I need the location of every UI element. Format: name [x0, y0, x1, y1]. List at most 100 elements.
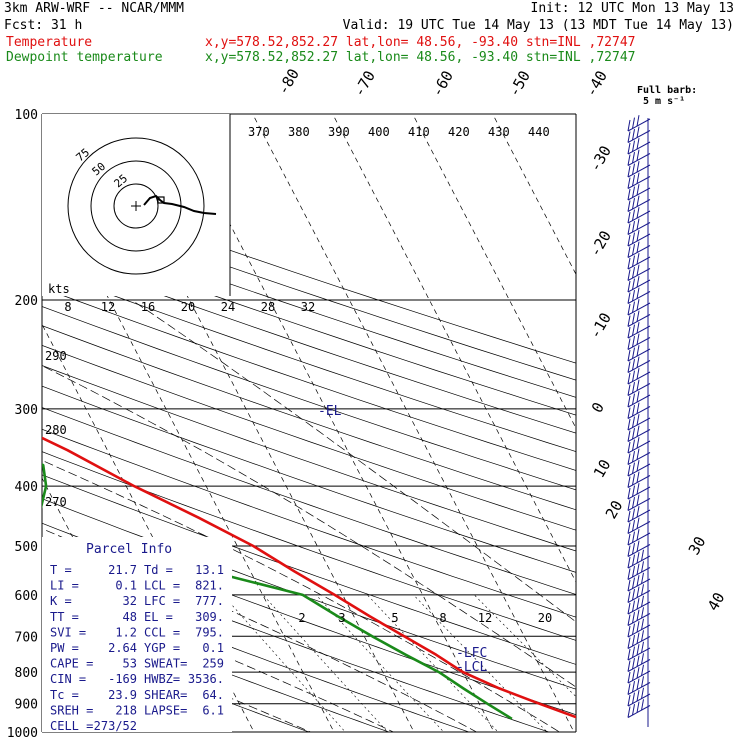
parcel-row-value: 273/52 [94, 719, 137, 733]
mixing-ratio-tick-label: 20 [181, 300, 195, 314]
parcel-row-label: SVI = [50, 625, 86, 639]
dry-adiabat-line [42, 344, 576, 531]
wind-barb [627, 572, 651, 592]
dry-adiabat-line [42, 183, 576, 364]
pressure-tick-label: 300 [15, 403, 38, 418]
wind-barb [627, 494, 651, 511]
parcel-row-label: LCL = [144, 579, 180, 593]
isotherm-tick-label: -70 [350, 68, 379, 100]
parcel-row-value: 64. [202, 688, 224, 702]
wind-barb [627, 437, 651, 454]
dry-adiabat-line [42, 428, 576, 618]
pressure-tick-label: 400 [15, 480, 38, 495]
parcel-row-label: LFC = [144, 594, 180, 608]
mixing-ratio-tick-label: 2 [298, 611, 305, 625]
wind-barb [627, 549, 651, 569]
profiles [42, 436, 576, 720]
isotherm-line [492, 114, 576, 276]
wind-barb [627, 540, 651, 557]
wind-barb [627, 287, 651, 304]
dewpoint-profile-line [42, 463, 513, 720]
dry-adiabat-line [42, 216, 576, 398]
hodograph-units-label: kts [48, 282, 70, 296]
init-time: Init: 12 UTC Mon 13 May 13 [530, 1, 735, 16]
mixing-ratio-line [262, 594, 389, 732]
theta-tick-label: 290 [45, 349, 67, 363]
isotherm-tick-label: -10 [586, 310, 615, 342]
parcel-row-value: 6.1 [202, 703, 224, 717]
mixing-ratio-tick-label: 32 [301, 300, 315, 314]
forecast-hour: Fcst: 31 h [4, 18, 83, 33]
theta-e-tick-label: 370 [248, 125, 270, 139]
isotherm-tick-label: -50 [505, 68, 534, 100]
dry-adiabat-line [42, 199, 576, 381]
parcel-row-label: CCL = [144, 625, 180, 639]
wind-barb [627, 506, 651, 523]
parcel-row-label: EL = [144, 610, 173, 624]
isotherm-tick-label: -40 [582, 68, 611, 100]
dewpoint-location-info: x,y=578.52,852.27 lat,lon= 48.56, -93.40… [205, 50, 636, 65]
wind-barb [627, 368, 651, 385]
pressure-tick-label: 100 [15, 108, 38, 123]
wind-barb [627, 230, 651, 247]
wind-barb [627, 149, 651, 166]
parcel-row-value: 259 [202, 657, 224, 671]
wind-barb [627, 356, 651, 373]
wind-barb [627, 618, 651, 638]
wind-barb [627, 379, 651, 396]
isotherm-tick-label: -20 [586, 228, 615, 260]
moist-adiabat-line [42, 619, 312, 732]
dry-adiabat-line [42, 306, 576, 491]
dewpoint-legend-label: Dewpoint temperature [6, 50, 163, 65]
wind-barb [627, 172, 651, 189]
parcel-row-label: PW = [50, 641, 79, 655]
theta-tick-label: 270 [45, 495, 67, 509]
wind-barb [627, 448, 651, 465]
theta-e-tick-label: 440 [528, 125, 550, 139]
valid-time: Valid: 19 UTC Tue 14 May 13 (13 MDT Tue … [342, 18, 734, 33]
parcel-row-label: K = [50, 594, 72, 608]
lcl-annotation: -LCL [456, 660, 487, 675]
theta-tick-label: 280 [45, 423, 67, 437]
wind-barb [627, 195, 651, 212]
wind-barb [627, 653, 651, 672]
theta-e-tick-label: 420 [448, 125, 470, 139]
wind-barb [627, 471, 651, 488]
wind-barb [627, 607, 651, 626]
el-annotation: -EL [318, 404, 342, 419]
dry-adiabat-line [42, 251, 576, 434]
wind-barb [627, 264, 651, 281]
storm-motion-marker [157, 196, 165, 204]
isotherm-line [42, 323, 255, 732]
dry-adiabat-line [42, 407, 576, 595]
lfc-annotation: -LFC [456, 646, 487, 661]
parcel-row-label: CAPE = [50, 657, 93, 671]
temperature-legend-label: Temperature [6, 35, 93, 50]
moist-adiabat-line [42, 460, 561, 732]
wind-barb [627, 630, 651, 649]
parcel-row-value: 309. [195, 610, 224, 624]
parcel-row-value: -169 [108, 672, 137, 686]
theta-e-tick-label: 410 [408, 125, 430, 139]
wind-barb [627, 425, 651, 442]
parcel-panel-background [42, 537, 232, 732]
wind-barb [627, 322, 651, 339]
dry-adiabat-line [42, 474, 576, 665]
parcel-row-value: 795. [195, 625, 224, 639]
parcel-row-label: T = [50, 563, 72, 577]
isotherm-line [332, 114, 576, 583]
mixing-ratio-tick-label: 8 [64, 300, 71, 314]
wind-barb [627, 529, 651, 546]
wind-barb [627, 253, 651, 270]
wind-barb [627, 276, 651, 293]
theta-e-tick-label: 380 [288, 125, 310, 139]
temperature-location-info: x,y=578.52,852.27 lat,lon= 48.56, -93.40… [205, 35, 636, 50]
wind-barb [627, 676, 651, 695]
parcel-row-value: 821. [195, 579, 224, 593]
theta-e-tick-label: 400 [368, 125, 390, 139]
isotherm-line [412, 114, 576, 429]
mixing-ratio-tick-label: 3 [338, 611, 345, 625]
